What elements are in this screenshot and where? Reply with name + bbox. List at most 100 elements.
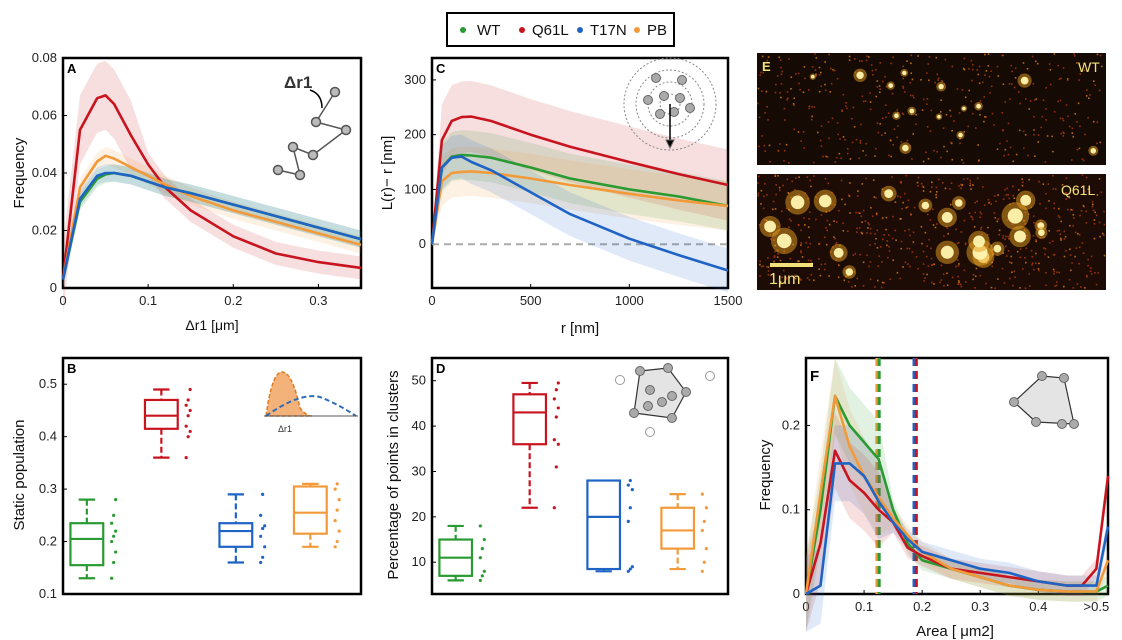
- speckle-207: [797, 72, 800, 75]
- y-tick-label-1: 0.02: [32, 223, 57, 238]
- speckle-88: [879, 88, 881, 90]
- speckle-976: [873, 196, 876, 198]
- speckle-417: [786, 91, 789, 93]
- speckle-301: [810, 118, 813, 121]
- box-point-pb-5: [704, 506, 708, 510]
- box-point-pb-0: [700, 569, 704, 573]
- speckle-272: [1041, 115, 1044, 118]
- speckle-41: [779, 92, 781, 94]
- band-q61l: [432, 81, 728, 245]
- speckle-883: [785, 276, 788, 279]
- speckle-116: [885, 85, 888, 88]
- speckle-529: [1081, 174, 1084, 176]
- speckle-215: [815, 73, 817, 76]
- polygon-area-inset: [1009, 371, 1079, 429]
- speckle-916: [906, 206, 909, 208]
- speckle-217: [1033, 129, 1035, 131]
- speckle-307: [925, 151, 927, 154]
- speckle-1054: [1052, 188, 1055, 190]
- box-point-t17n-1: [261, 555, 265, 559]
- speckle-457: [809, 242, 812, 245]
- speckle-171: [950, 142, 953, 145]
- speckle-186: [941, 80, 943, 82]
- speckle-688: [825, 243, 828, 246]
- speckle-949: [760, 189, 763, 192]
- speckle-36: [1058, 78, 1061, 80]
- speckle-89: [1076, 121, 1078, 123]
- speckle-150: [1007, 122, 1010, 125]
- box-point-pb-1: [335, 539, 339, 544]
- speckle-1078: [1085, 222, 1088, 224]
- speckle-987: [767, 270, 770, 272]
- speckle-348: [946, 150, 948, 153]
- speckle-958: [805, 241, 807, 244]
- speckle-656: [794, 177, 797, 179]
- speckle-168: [757, 87, 760, 90]
- speckle-321: [963, 130, 966, 133]
- speckle-518: [1063, 255, 1066, 258]
- cluster-spot-1125: [845, 268, 854, 276]
- speckle-258: [808, 105, 811, 107]
- speckle-327: [865, 59, 868, 62]
- speckle-834: [1053, 273, 1055, 275]
- speckle-637: [969, 184, 971, 187]
- speckle-123: [808, 89, 810, 91]
- speckle-1074: [996, 220, 999, 223]
- speckle-599: [881, 217, 884, 219]
- speckle-229: [1001, 112, 1004, 114]
- speckle-52: [887, 112, 890, 114]
- speckle-939: [779, 189, 781, 192]
- speckle-102: [1096, 142, 1098, 145]
- speckle-449: [1100, 191, 1103, 194]
- speckle-799: [931, 186, 933, 188]
- speckle-475: [1094, 211, 1096, 214]
- speckle-545: [807, 226, 810, 228]
- speckle-699: [835, 241, 838, 244]
- speckle-959: [1085, 176, 1088, 179]
- speckle-680: [982, 186, 984, 188]
- y-tick-label-3: 0.4: [39, 429, 57, 444]
- speckle-1031: [779, 259, 782, 262]
- speckle-450: [1028, 273, 1030, 275]
- speckle-193: [1096, 53, 1099, 56]
- speckle-1064: [1084, 287, 1086, 289]
- speckle-1083: [1092, 203, 1094, 206]
- box-point-t17n-2: [630, 565, 634, 569]
- speckle-264: [927, 157, 930, 160]
- speckle-157: [845, 105, 847, 107]
- speckle-454: [809, 211, 811, 213]
- speckle-977: [1052, 268, 1055, 271]
- speckle-713: [787, 192, 790, 194]
- speckle-391: [876, 86, 878, 88]
- speckle-372: [902, 85, 904, 88]
- box-point-wt-4: [112, 534, 116, 538]
- speckle-17: [804, 77, 806, 80]
- speckle-297: [1065, 104, 1068, 106]
- speckle-919: [921, 185, 924, 187]
- speckle-521: [794, 274, 796, 277]
- speckle-210: [897, 125, 899, 127]
- speckle-596: [905, 174, 908, 177]
- box-point-q61l-8: [188, 387, 192, 392]
- speckle-886: [1053, 253, 1056, 256]
- speckle-792: [904, 192, 906, 195]
- speckle-756: [1086, 274, 1088, 277]
- y-tick-label-0: 0: [793, 586, 800, 601]
- box-point-pb-0: [333, 545, 337, 549]
- x-tick-label-0: 0: [428, 293, 435, 308]
- speckle-768: [1025, 247, 1028, 250]
- speckle-281: [761, 90, 763, 92]
- speckle-403: [902, 87, 905, 89]
- speckle-358: [945, 113, 948, 116]
- speckle-20: [869, 101, 872, 103]
- speckle-373: [967, 125, 969, 128]
- speckle-318: [1045, 108, 1047, 110]
- box-point-wt-3: [478, 556, 482, 560]
- speckle-683: [929, 219, 932, 221]
- speckle-1066: [779, 281, 782, 283]
- speckle-620: [861, 221, 863, 223]
- speckle-695: [820, 214, 823, 216]
- speckle-732: [860, 215, 863, 218]
- speckle-953: [1039, 203, 1041, 205]
- speckle-209: [835, 156, 838, 159]
